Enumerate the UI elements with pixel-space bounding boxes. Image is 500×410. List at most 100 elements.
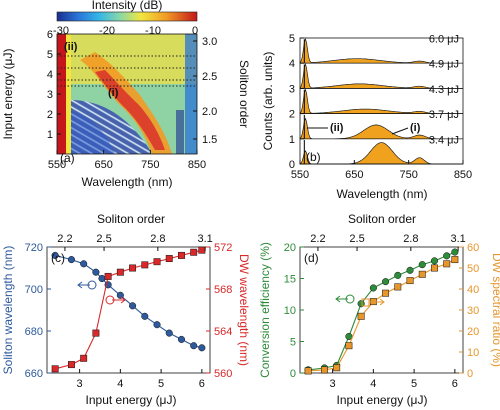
- series-line: [308, 259, 456, 372]
- y-tick-label: 5: [290, 337, 296, 349]
- data-point: [382, 278, 390, 286]
- y2-tick-label: 50: [467, 263, 479, 275]
- data-point: [51, 251, 59, 259]
- x2-axis-label: Soliton order: [97, 212, 165, 226]
- heatmap: [57, 34, 197, 154]
- y-tick-label: 680: [25, 326, 43, 338]
- y2-tick-label: 40: [467, 284, 479, 296]
- energy-guides: [57, 55, 197, 87]
- data-point: [177, 335, 186, 343]
- energy-label: 4.9 μJ: [429, 59, 459, 71]
- data-point: [141, 312, 149, 320]
- panel-label: (a): [60, 151, 75, 165]
- x2-tick-label: 2.8: [150, 233, 165, 245]
- data-point: [129, 264, 137, 272]
- data-point: [394, 271, 402, 279]
- data-point: [104, 272, 112, 280]
- colorbar-tick: 0: [192, 25, 198, 37]
- data-point: [394, 283, 402, 291]
- x-axis-label: Wavelength (nm): [82, 175, 173, 189]
- panel-a: Intensity (dB) -30 -20 -10 0 (ii) (i) (a…: [1, 0, 251, 189]
- data-point: [357, 312, 365, 320]
- x2-tick-label: 2.5: [349, 233, 364, 245]
- x-tick-label: 550: [48, 159, 66, 171]
- y-tick-label: 1: [47, 129, 53, 141]
- data-point: [418, 270, 426, 278]
- energy-label: 3.4 μJ: [429, 134, 459, 146]
- data-point: [430, 257, 439, 265]
- x-tick-label: 4: [117, 378, 123, 390]
- x-tick-label: 6: [452, 378, 458, 390]
- y-tick-label: 4: [47, 69, 53, 81]
- x-tick-label: 750: [399, 169, 417, 181]
- panel-label: (d): [304, 251, 319, 265]
- y2-tick-label: 0: [467, 368, 473, 380]
- x2-axis-label: Soliton order: [348, 212, 416, 226]
- annotation-i: (i): [410, 122, 421, 134]
- data-point: [153, 321, 161, 329]
- data-point: [369, 284, 377, 292]
- data-point: [129, 302, 137, 310]
- data-point: [406, 266, 414, 274]
- data-point: [68, 361, 75, 369]
- x-tick-label: 4: [370, 378, 376, 390]
- y2-tick-label: 564: [214, 326, 232, 338]
- annotation-ii: (ii): [330, 122, 344, 134]
- energy-label: 4.3 μJ: [429, 84, 459, 96]
- y2-tick-label: 2.0: [202, 106, 217, 118]
- y2-tick-label: 3.0: [202, 36, 217, 48]
- x2-tick-label: 2.2: [310, 233, 325, 245]
- y-tick-label: 3: [289, 83, 295, 95]
- data-point: [431, 264, 438, 272]
- y2-tick-label: 10: [467, 347, 479, 359]
- y2-tick-label: 60: [467, 242, 479, 254]
- y-axis-label: Soliton wavelength (nm): [1, 246, 15, 375]
- x-tick-label: 850: [454, 169, 472, 181]
- x-axis-label: Input energy (μJ): [86, 393, 177, 407]
- data-point: [67, 256, 75, 264]
- data-point: [116, 291, 124, 299]
- x-axis-label: Wavelength (nm): [337, 187, 428, 201]
- colorbar-title: Intensity (dB): [92, 0, 163, 12]
- data-point: [165, 255, 173, 263]
- data-point: [333, 364, 341, 372]
- x-tick-label: 3: [330, 378, 336, 390]
- data-point: [451, 248, 459, 256]
- x-tick-label: 5: [411, 378, 417, 390]
- y-tick-label: 0: [289, 159, 295, 171]
- y-tick-label: 20: [284, 242, 296, 254]
- y2-tick-label: 20: [467, 326, 479, 338]
- data-point: [165, 329, 173, 337]
- y2-tick-label: 572: [214, 242, 232, 254]
- panel-c: Soliton order (c) 3 4 5 6 2.2 2.5 2.8 3.1 660 680…: [1, 212, 251, 407]
- data-point: [190, 342, 198, 350]
- y2-axis-label: DW wavelength (nm): [237, 254, 251, 366]
- y-tick-label: 4: [289, 58, 295, 70]
- y2-tick-label: 1.5: [202, 134, 217, 146]
- y-tick-label: 720: [25, 242, 43, 254]
- x2-tick-label: 3.1: [197, 233, 212, 245]
- y-tick-label: 5: [47, 49, 53, 61]
- x-tick-label: 550: [291, 169, 309, 181]
- data-point: [357, 300, 365, 308]
- data-point: [443, 252, 451, 260]
- legend-arrows: [77, 280, 126, 305]
- panel-label: (c): [51, 251, 65, 265]
- x2-tick-label: 2.2: [57, 233, 72, 245]
- y-tick-label: 660: [25, 368, 43, 380]
- panel-b: 3.4 μJ3.7 μJ4.3 μJ4.9 μJ6.0 μJ (ii) (i) …: [261, 33, 472, 201]
- x-tick-label: 750: [141, 159, 159, 171]
- data-point: [98, 274, 106, 283]
- plot-frame: [299, 246, 464, 374]
- y-tick-label: 0: [290, 368, 296, 380]
- data-point: [80, 260, 88, 268]
- data-point: [153, 258, 161, 266]
- y-tick-label: 5: [289, 33, 295, 45]
- x2-tick-label: 3.1: [450, 233, 465, 245]
- data-point: [92, 268, 100, 276]
- data-point: [345, 342, 353, 350]
- data-point: [178, 251, 185, 259]
- y-tick-label: 700: [25, 284, 43, 296]
- legend-arrows: [335, 294, 385, 307]
